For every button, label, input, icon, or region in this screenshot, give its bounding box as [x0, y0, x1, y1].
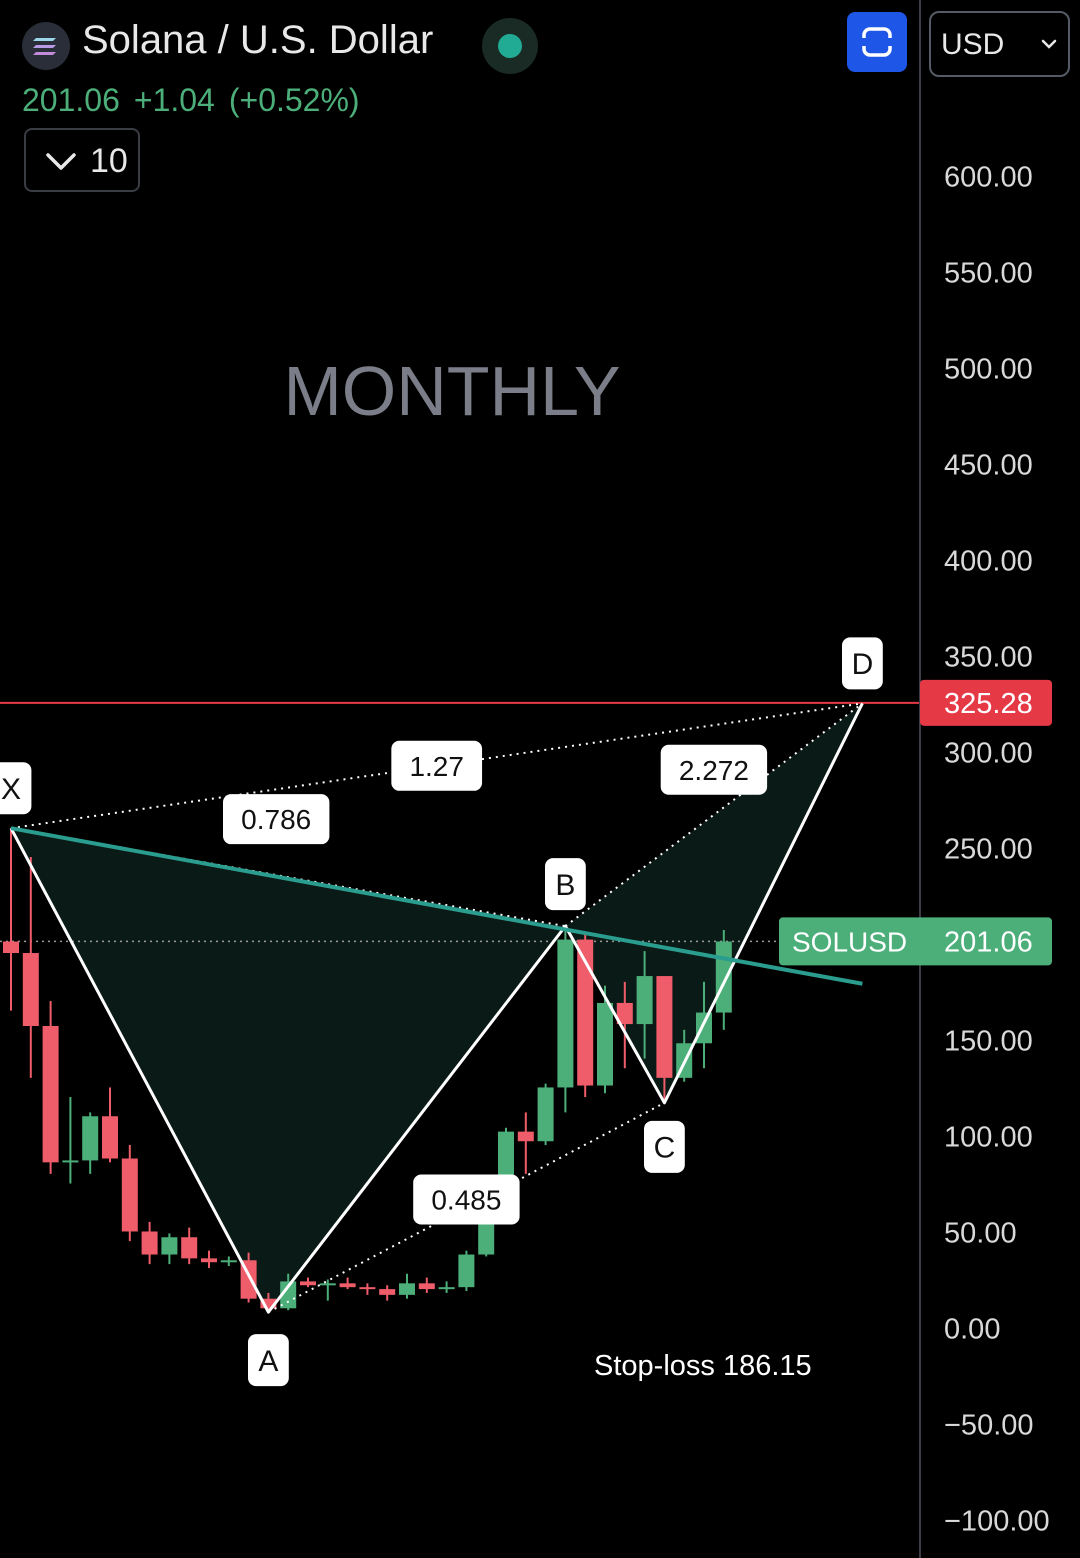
y-axis-tick-label: 400.00 [944, 545, 1033, 577]
ratio-label: 2.272 [679, 755, 749, 786]
chevron-down-icon [46, 153, 76, 170]
pattern-point-label-a: A [258, 1345, 278, 1378]
y-axis-tick-label: 50.00 [944, 1217, 1017, 1249]
candle-body-up [438, 1287, 455, 1290]
pattern-point-label-c-box [644, 1120, 685, 1173]
last-price-axis-label: 201.06 [944, 926, 1033, 958]
candle-body-up [82, 1116, 99, 1161]
candle-body-down [22, 953, 39, 1026]
y-axis-tick-label: 250.00 [944, 833, 1033, 865]
candle-body-down [418, 1283, 435, 1290]
y-axis-tick-label: −50.00 [944, 1410, 1034, 1442]
candle-body-down [102, 1116, 118, 1159]
candle-body-down [121, 1158, 138, 1232]
candle-body-down [339, 1283, 356, 1288]
y-axis-tick-label: 350.00 [944, 641, 1033, 673]
pattern-point-label-b: B [555, 869, 575, 902]
currency-select[interactable]: USD [929, 11, 1070, 77]
ratio-label-box [660, 744, 768, 795]
ratio-label-box [413, 1174, 520, 1225]
pattern-point-label-d-box [842, 637, 883, 690]
candle-body-up [220, 1260, 237, 1263]
last-price: 201.06 [22, 82, 120, 118]
ratio-label-box [223, 794, 330, 845]
candle-body-up [715, 941, 732, 1013]
collapse-indicators-button[interactable]: 10 [24, 128, 140, 192]
fullscreen-icon [862, 27, 892, 57]
candle-body-up [280, 1281, 297, 1309]
candle-body-up [458, 1254, 475, 1288]
watermark-text: MONTHLY [283, 352, 620, 430]
y-axis-tick-label: 150.00 [944, 1025, 1033, 1057]
pattern-point-label-d: D [852, 648, 874, 681]
candle-body-down [42, 1025, 59, 1163]
candle-body-down [656, 976, 673, 1078]
candle-body-down [517, 1131, 534, 1142]
candle-body-down [201, 1258, 217, 1263]
y-axis-tick-label: 600.00 [944, 161, 1033, 193]
pattern-point-label-a-box [248, 1334, 289, 1387]
candle-body-down [616, 1002, 633, 1025]
candle-body-up [161, 1237, 178, 1255]
solana-logo-icon[interactable] [22, 22, 70, 70]
xab-pattern-fill [11, 828, 566, 1313]
target-price-badge [920, 679, 1052, 726]
candle-body-down [577, 939, 594, 1086]
candle-body-down [300, 1281, 316, 1286]
currency-label: USD [941, 28, 1005, 61]
bd-ratio-line [564, 702, 864, 927]
y-axis-tick-label: 100.00 [944, 1121, 1033, 1153]
candle-body-down [3, 941, 19, 954]
market-open-dot-icon [498, 34, 522, 58]
candle-body-up [319, 1283, 336, 1286]
candle-body-up [399, 1283, 415, 1295]
descending-trendline [10, 826, 863, 986]
market-status-indicator[interactable] [482, 18, 538, 74]
ratio-label: 1.27 [409, 751, 464, 782]
candle-body-up [537, 1087, 554, 1142]
fullscreen-button[interactable] [847, 12, 907, 72]
candle-body-down [260, 1298, 277, 1309]
y-axis-tick-label: 450.00 [944, 449, 1033, 481]
pattern-point-label-x: X [1, 773, 21, 806]
candle-body-down [181, 1237, 198, 1259]
pattern-point-label-b-box [545, 858, 586, 911]
ratio-label: 0.485 [431, 1185, 501, 1216]
candle-body-up [636, 976, 653, 1025]
symbol-badge-name: SOLUSD [792, 926, 907, 957]
y-axis-tick-label: 550.00 [944, 257, 1033, 289]
target-price-axis-label: 325.28 [944, 688, 1033, 720]
candle-body-down [141, 1231, 158, 1255]
candle-body-up [62, 1160, 79, 1163]
y-axis-tick-label: −100.00 [944, 1506, 1050, 1538]
y-axis-tick-label: 300.00 [944, 737, 1033, 769]
symbol-name[interactable]: Solana / U.S. Dollar [82, 18, 434, 62]
price-change: +1.04 [133, 82, 215, 118]
ratio-label-box [391, 740, 483, 791]
y-axis-tick-label: 500.00 [944, 353, 1033, 385]
ratio-label: 0.786 [241, 804, 311, 835]
candle-body-up [597, 1002, 613, 1086]
price-summary: 201.06 +1.04 (+0.52%) [22, 82, 374, 119]
candle-body-down [359, 1287, 376, 1290]
price-change-percent: (+0.52%) [228, 82, 360, 118]
candle-body-down [379, 1289, 396, 1295]
harmonic-pattern-legs [9, 702, 864, 1314]
chevron-down-icon [1041, 39, 1057, 49]
indicator-count: 10 [90, 142, 128, 180]
candle-body-up [557, 939, 574, 1088]
candle-body-up [696, 1012, 712, 1044]
stop-loss-label: Stop-loss 186.15 [594, 1350, 812, 1382]
pattern-point-label-x-box [0, 762, 32, 815]
symbol-price-badge [779, 917, 1052, 966]
y-axis-tick-label: 0.00 [944, 1314, 1000, 1346]
pattern-point-label-c: C [654, 1132, 676, 1165]
